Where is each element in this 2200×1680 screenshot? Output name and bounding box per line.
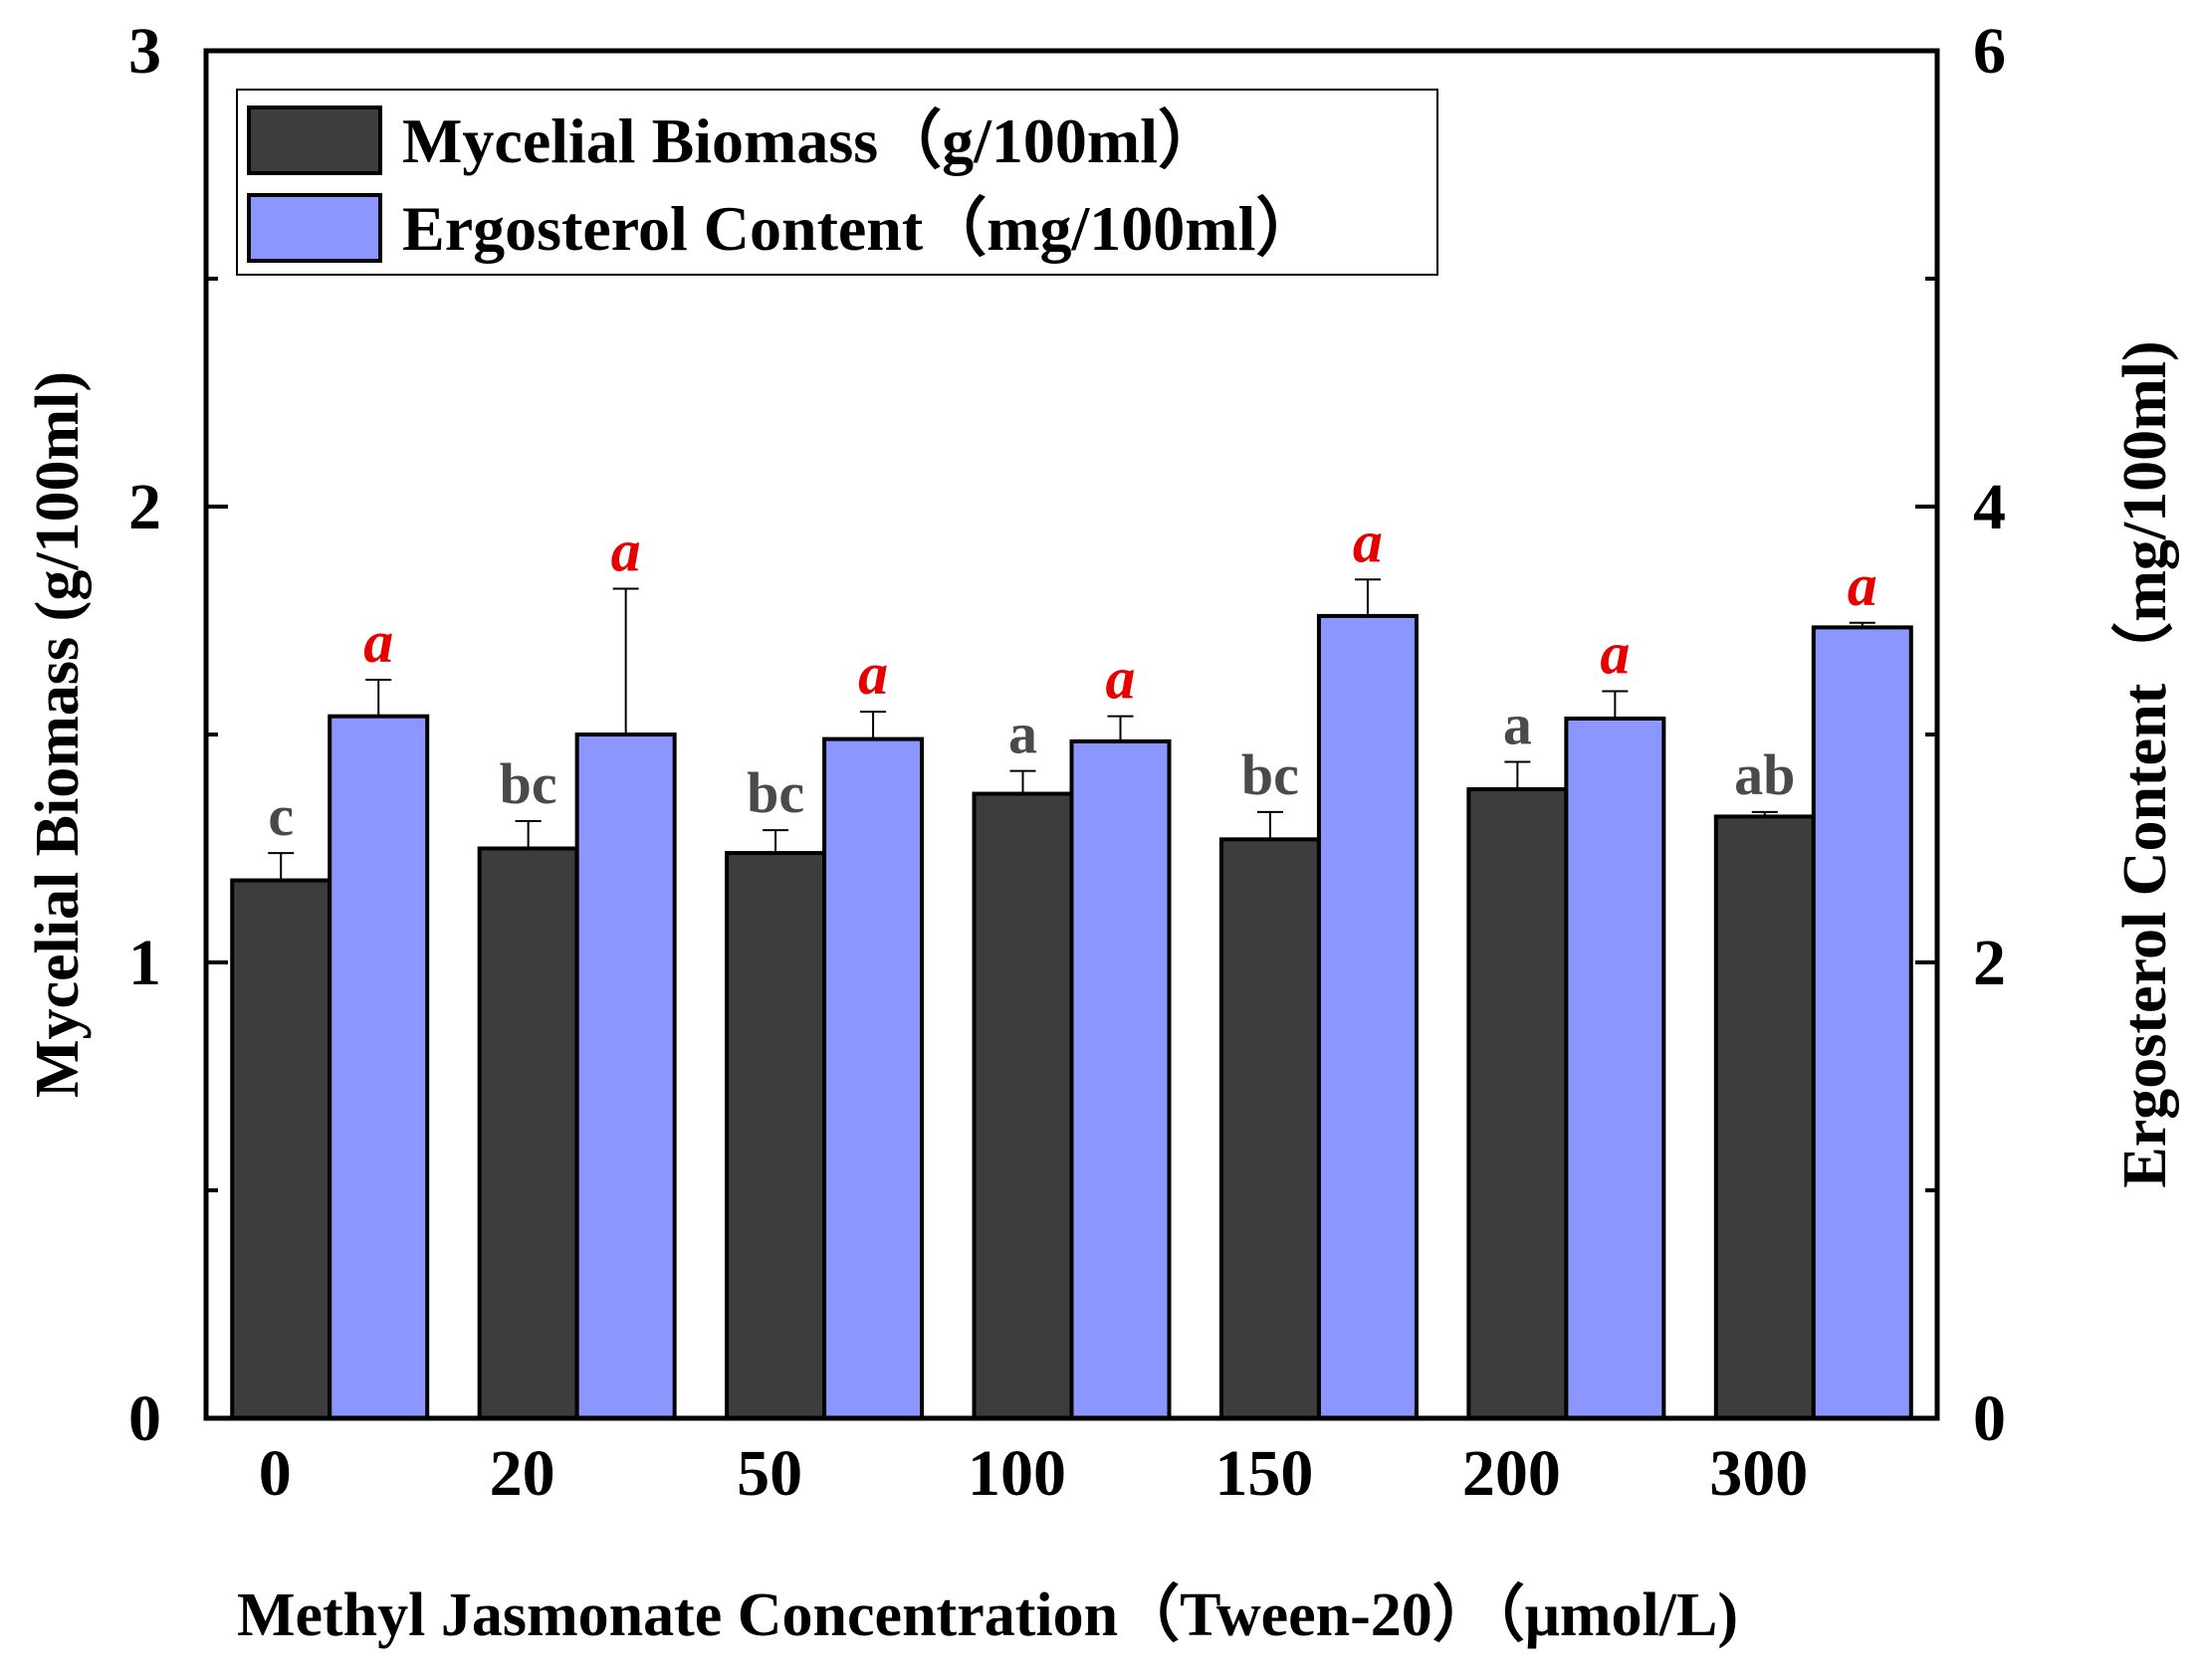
legend: Mycelial Biomass（g/100ml） Ergosterol Con… bbox=[236, 89, 1438, 276]
bar-ergosterol bbox=[1069, 738, 1172, 1420]
bar-biomass bbox=[972, 791, 1074, 1420]
y-left-tick-label: 0 bbox=[128, 1382, 161, 1455]
significance-label-ergosterol: a bbox=[858, 641, 888, 707]
bar-biomass bbox=[230, 878, 332, 1420]
x-tick-label: 200 bbox=[1462, 1437, 1561, 1510]
bar-ergosterol bbox=[1564, 716, 1666, 1420]
significance-label-biomass: c bbox=[268, 783, 294, 848]
significance-label-biomass: a bbox=[1503, 692, 1532, 756]
significance-label-ergosterol: a bbox=[1848, 552, 1877, 618]
significance-label-ergosterol: a bbox=[363, 609, 393, 675]
significance-label-biomass: bc bbox=[500, 751, 557, 816]
significance-label-biomass: bc bbox=[1241, 742, 1299, 807]
y-right-tick-label: 4 bbox=[1973, 471, 2006, 543]
legend-label-ergosterol: Ergosterol Content（mg/100ml） bbox=[402, 193, 1319, 264]
significance-label-ergosterol: a bbox=[1353, 509, 1383, 574]
x-tick-label: 100 bbox=[968, 1437, 1066, 1510]
x-axis-title: Methyl Jasmonate Concentration（Tween-20）… bbox=[237, 1579, 1738, 1649]
significance-label-ergosterol: a bbox=[611, 518, 641, 583]
bar-ergosterol bbox=[328, 714, 430, 1420]
y-left-tick-label: 2 bbox=[128, 471, 161, 543]
x-tick-label: 150 bbox=[1214, 1437, 1313, 1510]
significance-label-biomass: ab bbox=[1734, 742, 1795, 807]
significance-label-ergosterol: a bbox=[1106, 646, 1136, 712]
plot-frame bbox=[203, 48, 1940, 1421]
legend-swatch-ergosterol bbox=[247, 193, 382, 263]
bars-layer bbox=[230, 578, 1913, 1420]
bar-biomass bbox=[725, 851, 827, 1420]
y-left-tick-label: 3 bbox=[128, 15, 161, 88]
bar-biomass bbox=[1218, 837, 1321, 1420]
y-right-tick-label: 0 bbox=[1973, 1382, 2006, 1455]
bar-ergosterol bbox=[1811, 625, 1913, 1420]
y-axis-left-title: Mycelial Biomass (g/100ml) bbox=[24, 371, 92, 1098]
legend-box bbox=[236, 89, 1438, 276]
legend-label-biomass: Mycelial Biomass（g/100ml） bbox=[402, 105, 1221, 176]
x-tick-label: 50 bbox=[737, 1437, 802, 1510]
legend-swatch-biomass bbox=[247, 105, 382, 175]
y-left-tick-label: 1 bbox=[128, 927, 161, 999]
significance-label-biomass: bc bbox=[747, 760, 804, 825]
x-tick-label: 300 bbox=[1709, 1437, 1808, 1510]
x-tick-label: 0 bbox=[259, 1437, 292, 1510]
bar-biomass bbox=[477, 846, 579, 1420]
y-right-tick-label: 2 bbox=[1973, 927, 2006, 999]
bar-biomass bbox=[1713, 814, 1816, 1420]
significance-label-ergosterol: a bbox=[1600, 620, 1630, 686]
y-right-tick-label: 6 bbox=[1973, 15, 2006, 88]
significance-label-biomass: a bbox=[1008, 702, 1037, 766]
x-tick-label: 20 bbox=[490, 1437, 555, 1510]
bar-ergosterol bbox=[1316, 613, 1419, 1420]
bar-biomass bbox=[1466, 786, 1569, 1420]
bar-ergosterol bbox=[822, 736, 925, 1420]
y-axis-right-title: Ergosterol Content（mg/100ml) bbox=[2109, 340, 2179, 1187]
bar-ergosterol bbox=[574, 733, 677, 1420]
labels-layer: 01230246ca0bca20bca50aa100bca150aa200aba… bbox=[128, 15, 2006, 1510]
